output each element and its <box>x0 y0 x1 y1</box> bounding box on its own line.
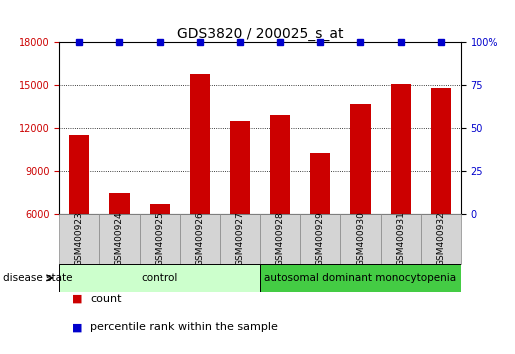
Text: GSM400926: GSM400926 <box>195 212 204 266</box>
Bar <box>59 264 260 292</box>
Bar <box>310 153 330 214</box>
Text: percentile rank within the sample: percentile rank within the sample <box>90 322 278 332</box>
Bar <box>260 214 300 264</box>
Bar <box>149 204 169 214</box>
Bar <box>190 74 210 214</box>
Text: autosomal dominant monocytopenia: autosomal dominant monocytopenia <box>264 273 457 283</box>
Bar <box>431 88 451 214</box>
Text: control: control <box>142 273 178 283</box>
Bar <box>59 214 99 264</box>
Text: GSM400932: GSM400932 <box>436 212 445 266</box>
Bar <box>270 115 290 214</box>
Text: ■: ■ <box>72 322 82 332</box>
Text: GSM400925: GSM400925 <box>155 212 164 266</box>
Text: disease state: disease state <box>3 273 72 283</box>
Text: GSM400928: GSM400928 <box>276 212 285 266</box>
Text: count: count <box>90 294 122 304</box>
Bar <box>220 214 260 264</box>
Bar <box>390 84 410 214</box>
Bar <box>99 214 140 264</box>
Bar <box>109 193 129 214</box>
Bar <box>180 214 220 264</box>
Bar <box>340 214 381 264</box>
Text: GSM400923: GSM400923 <box>75 212 84 266</box>
Bar <box>350 104 370 214</box>
Bar <box>421 214 461 264</box>
Text: ■: ■ <box>72 294 82 304</box>
Bar <box>230 121 250 214</box>
Bar <box>260 264 461 292</box>
Text: GSM400929: GSM400929 <box>316 212 325 266</box>
Text: GSM400924: GSM400924 <box>115 212 124 266</box>
Text: GSM400927: GSM400927 <box>235 212 245 266</box>
Bar <box>300 214 340 264</box>
Bar <box>381 214 421 264</box>
Title: GDS3820 / 200025_s_at: GDS3820 / 200025_s_at <box>177 28 344 41</box>
Text: GSM400931: GSM400931 <box>396 211 405 267</box>
Bar <box>140 214 180 264</box>
Bar <box>69 136 89 214</box>
Text: GSM400930: GSM400930 <box>356 211 365 267</box>
